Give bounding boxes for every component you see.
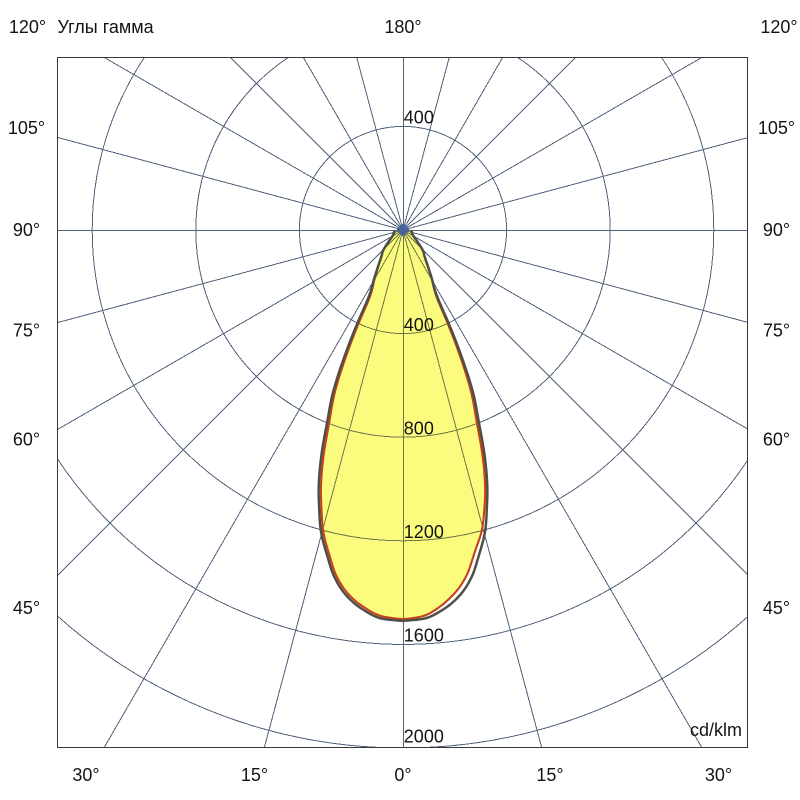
svg-text:cd/klm: cd/klm	[690, 720, 742, 740]
svg-text:15°: 15°	[536, 765, 563, 785]
svg-text:90°: 90°	[763, 220, 790, 240]
svg-text:1600: 1600	[404, 626, 444, 646]
svg-text:120°: 120°	[9, 17, 46, 37]
svg-text:75°: 75°	[763, 321, 790, 341]
svg-text:45°: 45°	[763, 598, 790, 618]
svg-text:180°: 180°	[384, 17, 421, 37]
svg-text:15°: 15°	[241, 765, 268, 785]
svg-text:60°: 60°	[763, 430, 790, 450]
svg-text:30°: 30°	[72, 765, 99, 785]
svg-text:120°: 120°	[760, 17, 797, 37]
svg-text:Углы гамма: Углы гамма	[58, 17, 155, 37]
svg-text:400: 400	[404, 315, 434, 335]
svg-text:105°: 105°	[8, 118, 45, 138]
svg-text:75°: 75°	[13, 321, 40, 341]
svg-text:2000: 2000	[404, 727, 444, 747]
svg-text:800: 800	[404, 419, 434, 439]
svg-text:0°: 0°	[394, 765, 411, 785]
svg-text:30°: 30°	[705, 765, 732, 785]
svg-text:105°: 105°	[758, 118, 795, 138]
svg-text:45°: 45°	[13, 598, 40, 618]
svg-text:60°: 60°	[13, 430, 40, 450]
svg-text:90°: 90°	[13, 220, 40, 240]
svg-text:400: 400	[404, 108, 434, 128]
svg-text:1200: 1200	[404, 522, 444, 542]
